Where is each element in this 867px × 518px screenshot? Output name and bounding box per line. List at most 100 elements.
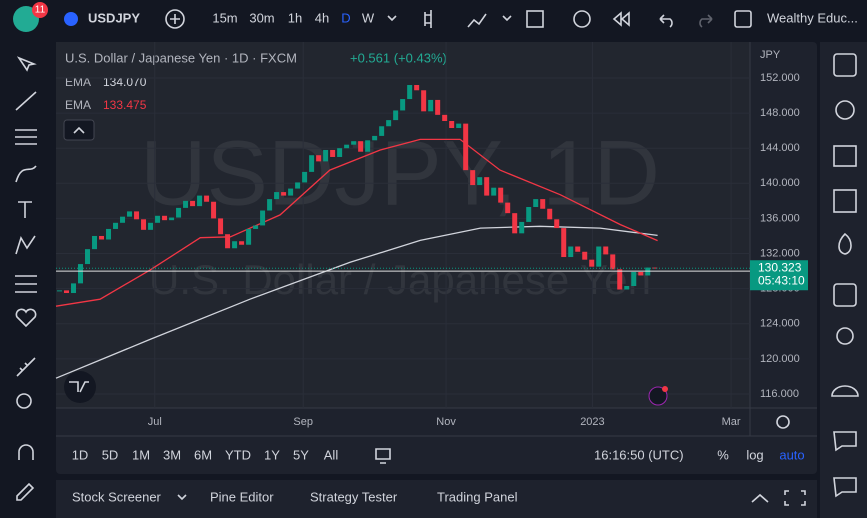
- chats[interactable]: [833, 431, 857, 452]
- candle: [449, 120, 455, 129]
- pattern-tool[interactable]: [15, 235, 36, 255]
- fib-tool[interactable]: [15, 129, 37, 145]
- events-marker[interactable]: [648, 386, 668, 406]
- settings[interactable]: [776, 415, 790, 429]
- interval-button[interactable]: 30m: [249, 10, 274, 25]
- tv-logo-mark: [69, 381, 89, 393]
- collapse-legend[interactable]: [63, 119, 95, 141]
- ideas[interactable]: [836, 327, 854, 345]
- panel-tab[interactable]: Stock Screener: [72, 489, 162, 504]
- candle: [330, 149, 336, 157]
- range-button[interactable]: All: [324, 447, 339, 462]
- interval-button[interactable]: W: [362, 10, 375, 25]
- scale-button[interactable]: %: [717, 447, 729, 462]
- panel-tab[interactable]: Trading Panel: [437, 489, 518, 504]
- candle: [106, 228, 112, 240]
- favorites[interactable]: [15, 308, 37, 328]
- scale-button[interactable]: auto: [779, 447, 804, 462]
- brush-tool[interactable]: [15, 165, 37, 183]
- legend-change: +0.561 (+0.43%): [350, 50, 447, 65]
- candle: [309, 155, 315, 172]
- add-symbol[interactable]: [165, 9, 185, 29]
- screener-dropdown[interactable]: [177, 494, 187, 501]
- candle: [582, 251, 588, 260]
- alert[interactable]: [573, 10, 591, 28]
- interval-button[interactable]: 4h: [315, 10, 329, 25]
- date-range[interactable]: [375, 448, 391, 464]
- candle: [211, 201, 217, 219]
- prediction-tool[interactable]: [15, 275, 37, 293]
- maximize[interactable]: [784, 490, 806, 506]
- badge: [32, 2, 48, 18]
- streams[interactable]: [831, 385, 859, 397]
- range-button[interactable]: 1D: [72, 447, 89, 462]
- candle: [253, 225, 259, 229]
- candle: [197, 195, 203, 207]
- replay[interactable]: [612, 11, 630, 27]
- interval-button[interactable]: D: [341, 10, 350, 25]
- range-button[interactable]: 5D: [102, 447, 119, 462]
- expand-panel[interactable]: [751, 493, 769, 503]
- indicators[interactable]: [467, 13, 487, 28]
- candle: [225, 234, 231, 249]
- range-button[interactable]: 3M: [163, 447, 181, 462]
- candle: [610, 254, 616, 270]
- x-tick-label: Jul: [148, 416, 162, 428]
- add-icon: [170, 14, 180, 24]
- symbol[interactable]: USDJPY: [88, 10, 140, 25]
- candle: [561, 228, 567, 258]
- hotlists[interactable]: [838, 232, 852, 255]
- line-tool[interactable]: [15, 91, 37, 111]
- text-tool[interactable]: [18, 201, 32, 218]
- lock-tool[interactable]: [16, 482, 35, 501]
- scale-button[interactable]: log: [746, 447, 763, 462]
- calendar[interactable]: [833, 283, 857, 307]
- watchlist[interactable]: [833, 53, 857, 77]
- zoom-tool[interactable]: [16, 393, 32, 409]
- news[interactable]: [833, 145, 857, 167]
- candle: [393, 110, 399, 121]
- candle: [638, 271, 644, 276]
- range-button[interactable]: YTD: [225, 447, 251, 462]
- interval-dropdown[interactable]: [387, 15, 397, 22]
- notifications[interactable]: [833, 477, 857, 498]
- undo[interactable]: [659, 14, 673, 28]
- symbol-flag: [64, 12, 78, 26]
- range-button[interactable]: 5Y: [293, 447, 309, 462]
- interval-button[interactable]: 1h: [288, 10, 302, 25]
- measure-tool[interactable]: [16, 357, 36, 377]
- candle: [127, 211, 133, 217]
- account-name[interactable]: Wealthy Educ...: [767, 10, 858, 25]
- interval-button[interactable]: 15m: [212, 10, 237, 25]
- layout-select[interactable]: [734, 10, 752, 28]
- tv-logo[interactable]: [64, 371, 96, 403]
- candle: [162, 215, 168, 221]
- y-tick-label: 148.000: [760, 107, 800, 119]
- candle: [463, 123, 469, 171]
- candle: [505, 202, 511, 214]
- candle: [575, 246, 581, 252]
- watermark-name: U.S. Dollar / Japanese Yen: [149, 256, 651, 303]
- magnet-tool[interactable]: [18, 444, 34, 460]
- panel-tab[interactable]: Strategy Tester: [310, 489, 398, 504]
- panel-tab[interactable]: Pine Editor: [210, 489, 274, 504]
- candle: [190, 200, 196, 207]
- alerts[interactable]: [835, 100, 855, 120]
- layout[interactable]: [526, 10, 544, 28]
- candle: [176, 207, 182, 218]
- cursor-tool[interactable]: [16, 56, 37, 72]
- range-button[interactable]: 1M: [132, 447, 150, 462]
- data-window[interactable]: [833, 189, 857, 213]
- candle: [120, 216, 126, 223]
- redo[interactable]: [699, 14, 713, 28]
- clock[interactable]: 16:16:50 (UTC): [594, 447, 684, 462]
- candle: [421, 90, 427, 112]
- y-tick-label: 132.000: [760, 247, 800, 259]
- widget-icons: [831, 53, 859, 498]
- indicators-dropdown[interactable]: [502, 15, 512, 22]
- range-button[interactable]: 1Y: [264, 447, 280, 462]
- chart-type[interactable]: [424, 10, 432, 28]
- y-tick-label: 152.000: [760, 72, 800, 84]
- range-button[interactable]: 6M: [194, 447, 212, 462]
